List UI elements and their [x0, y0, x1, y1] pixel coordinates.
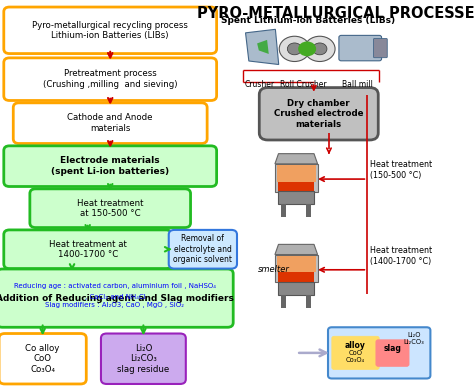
Text: Li₂O
Li₂CO₃
slag residue: Li₂O Li₂CO₃ slag residue [117, 344, 170, 374]
Polygon shape [277, 165, 316, 181]
Text: Electrode materials
(spent Li-ion batteries): Electrode materials (spent Li-ion batter… [51, 156, 169, 176]
Polygon shape [257, 40, 269, 54]
FancyBboxPatch shape [374, 38, 387, 57]
Polygon shape [275, 255, 318, 282]
Circle shape [298, 41, 316, 56]
Polygon shape [277, 256, 316, 272]
Bar [306, 204, 311, 217]
Circle shape [304, 36, 335, 61]
FancyBboxPatch shape [30, 189, 191, 228]
Text: Heat treatment
(1400-1700 °C): Heat treatment (1400-1700 °C) [370, 246, 432, 266]
Text: smelter: smelter [258, 265, 290, 274]
Text: Slag modifiers : Al₂O3, CaO , MgO , SiO₂: Slag modifiers : Al₂O3, CaO , MgO , SiO₂ [46, 302, 184, 308]
Polygon shape [279, 191, 314, 204]
FancyBboxPatch shape [259, 88, 378, 140]
FancyBboxPatch shape [4, 146, 217, 187]
FancyBboxPatch shape [4, 58, 217, 100]
Circle shape [279, 36, 310, 61]
FancyBboxPatch shape [169, 230, 237, 269]
Polygon shape [275, 154, 318, 164]
Text: Pyro-metallurgical recycling process
Lithium-ion Batteries (LIBs): Pyro-metallurgical recycling process Lit… [32, 21, 188, 40]
Text: slag: slag [383, 344, 401, 353]
Polygon shape [275, 164, 318, 192]
Bar [306, 295, 311, 308]
Text: Addition of Reducing agent and Slag modifiers: Addition of Reducing agent and Slag modi… [0, 294, 234, 303]
FancyBboxPatch shape [328, 327, 430, 378]
Text: Heat treatment
at 150-500 °C: Heat treatment at 150-500 °C [77, 199, 144, 218]
Circle shape [312, 43, 327, 55]
Text: Dry chamber
Crushed electrode
materials: Dry chamber Crushed electrode materials [274, 99, 364, 129]
FancyBboxPatch shape [376, 340, 409, 366]
FancyBboxPatch shape [13, 103, 207, 143]
FancyBboxPatch shape [0, 334, 86, 384]
FancyBboxPatch shape [4, 7, 217, 54]
Polygon shape [279, 282, 314, 295]
Text: Cathode and Anode
materials: Cathode and Anode materials [67, 113, 153, 133]
Circle shape [287, 43, 302, 55]
Polygon shape [246, 29, 279, 65]
FancyBboxPatch shape [0, 269, 233, 327]
Text: Reducing age : activated carbon, aluminium foil , NaHSO₄: Reducing age : activated carbon, alumini… [14, 283, 216, 289]
Text: , CaCl₂ and NH₄Cl: , CaCl₂ and NH₄Cl [84, 294, 146, 300]
Text: CoO
Co₃O₄: CoO Co₃O₄ [346, 350, 365, 363]
Text: Crusher: Crusher [245, 80, 275, 89]
Text: Heat treatment at
1400-1700 °C: Heat treatment at 1400-1700 °C [49, 240, 127, 259]
Bar [282, 295, 286, 308]
FancyBboxPatch shape [101, 334, 186, 384]
Text: alloy: alloy [345, 341, 366, 350]
FancyBboxPatch shape [4, 230, 172, 269]
Text: PYRO-METALLURGICAL PROCESSES: PYRO-METALLURGICAL PROCESSES [197, 6, 474, 21]
FancyBboxPatch shape [332, 336, 379, 369]
Text: Heat treatment
(150-500 °C): Heat treatment (150-500 °C) [370, 160, 432, 180]
Text: Spent Lithium-ion Batteries (LIBs): Spent Lithium-ion Batteries (LIBs) [221, 16, 395, 25]
Text: Li₂O
Li₂CO₃: Li₂O Li₂CO₃ [403, 332, 424, 345]
Text: Roll Crusher: Roll Crusher [280, 80, 327, 89]
Polygon shape [279, 272, 314, 282]
Polygon shape [275, 244, 318, 255]
FancyBboxPatch shape [339, 36, 382, 61]
Bar [282, 204, 286, 217]
Text: Pretreatment process
(Crushing ,milling  and sieving): Pretreatment process (Crushing ,milling … [43, 70, 177, 89]
Text: Co alloy
CoO
Co₃O₄: Co alloy CoO Co₃O₄ [26, 344, 60, 374]
Text: Ball mill: Ball mill [342, 80, 374, 89]
Text: Removal of
electrolyte and
organic solvent: Removal of electrolyte and organic solve… [173, 234, 232, 264]
Polygon shape [279, 181, 314, 191]
